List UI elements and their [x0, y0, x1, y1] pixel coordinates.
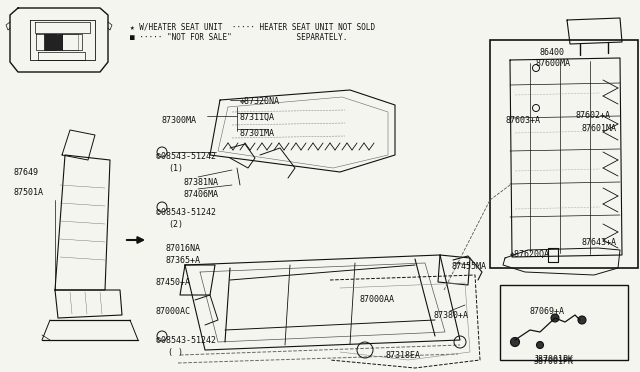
Text: 86400: 86400: [540, 48, 565, 57]
Text: (2): (2): [168, 220, 183, 229]
Text: 87016NA: 87016NA: [166, 244, 201, 253]
Bar: [500, 285, 628, 360]
Text: ■ ····· "NOT FOR SALE"              SEPARATELY.: ■ ····· "NOT FOR SALE" SEPARATELY.: [130, 33, 348, 42]
Text: 87450+A: 87450+A: [155, 278, 190, 287]
Text: 87603+A: 87603+A: [506, 116, 541, 125]
Text: ✥87620QA: ✥87620QA: [510, 250, 550, 259]
Text: (1): (1): [168, 164, 183, 173]
Text: ©08543-51242: ©08543-51242: [156, 336, 216, 345]
Text: 87300MA: 87300MA: [162, 116, 197, 125]
Text: 87311QA: 87311QA: [240, 113, 275, 122]
Bar: [490, 40, 638, 268]
Bar: [44, 34, 62, 50]
Text: 87601MA: 87601MA: [581, 124, 616, 133]
Circle shape: [511, 337, 520, 346]
Text: 87501A: 87501A: [14, 188, 44, 197]
Text: 87000AC: 87000AC: [155, 307, 190, 316]
Text: 87649: 87649: [14, 168, 39, 177]
Text: ©08543-51242: ©08543-51242: [156, 152, 216, 161]
Text: ©08543-51242: ©08543-51242: [156, 208, 216, 217]
Text: 87318EA: 87318EA: [385, 351, 420, 360]
Text: 87600MA: 87600MA: [535, 59, 570, 68]
Text: 87381NA: 87381NA: [184, 178, 219, 187]
Text: ( ): ( ): [168, 348, 183, 357]
Text: 87301MA: 87301MA: [240, 129, 275, 138]
Text: 87069+A: 87069+A: [530, 307, 565, 316]
Text: J87001PK: J87001PK: [534, 355, 574, 364]
Text: ★ W/HEATER SEAT UNIT  ····· HEATER SEAT UNIT NOT SOLD: ★ W/HEATER SEAT UNIT ····· HEATER SEAT U…: [130, 22, 375, 31]
Text: 87455MA: 87455MA: [452, 262, 487, 271]
Text: J87001PK: J87001PK: [534, 357, 574, 366]
Circle shape: [536, 341, 543, 349]
Circle shape: [578, 316, 586, 324]
Text: 87643+A: 87643+A: [581, 238, 616, 247]
Text: 87000AA: 87000AA: [360, 295, 395, 304]
Text: 87602+A: 87602+A: [575, 111, 610, 120]
Text: ✥87320NA: ✥87320NA: [240, 97, 280, 106]
Circle shape: [551, 314, 559, 322]
Text: 87380+A: 87380+A: [434, 311, 469, 320]
Text: 87406MA: 87406MA: [184, 190, 219, 199]
Text: 87365+A: 87365+A: [166, 256, 201, 265]
